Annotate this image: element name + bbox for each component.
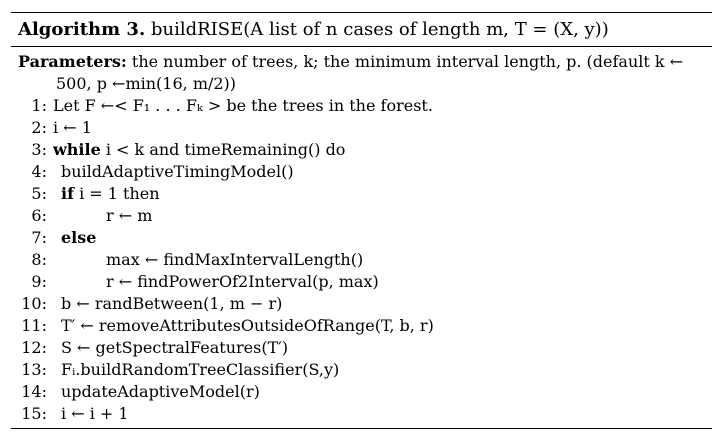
step-number: 3:	[31, 140, 47, 159]
algorithm-step-14: 14: updateAdaptiveModel(r)	[11, 381, 712, 403]
algorithm-step-13: 13: Fᵢ.buildRandomTreeClassifier(S,y)	[11, 359, 712, 381]
step-number: 2:	[31, 118, 47, 137]
step-content: while i < k and timeRemaining() do	[53, 139, 345, 161]
algorithm-caption: Algorithm 3. buildRISE(A list of n cases…	[11, 13, 712, 46]
algorithm-step-6: 6: r ← m	[11, 205, 712, 227]
step-text: Let F ←< F₁ . . . Fₖ > be the trees in t…	[53, 96, 433, 115]
step-number: 5:	[31, 184, 47, 203]
step-text: buildAdaptiveTimingModel()	[61, 162, 294, 181]
keyword-while: while	[53, 140, 101, 159]
top-rule	[11, 12, 712, 13]
parameters-line-2: 500, p ←min(16, m/2))	[56, 74, 237, 93]
keyword-else: else	[61, 228, 97, 247]
step-text: b ← randBetween(1, m − r)	[61, 294, 283, 313]
caption-rule	[11, 46, 712, 47]
algorithm-step-15: 15: i ← i + 1	[11, 403, 712, 425]
step-text: Fᵢ.buildRandomTreeClassifier(S,y)	[61, 360, 340, 379]
step-number: 13:	[21, 360, 47, 379]
algorithm-step-1: 1: Let F ←< F₁ . . . Fₖ > be the trees i…	[11, 95, 712, 117]
algorithm-step-11: 11: T′ ← removeAttributesOutsideOfRange(…	[11, 315, 712, 337]
parameters-label: Parameters:	[18, 52, 127, 71]
step-content: if i = 1 then	[61, 183, 160, 205]
algorithm-body: Parameters: the number of trees, k; the …	[11, 47, 712, 428]
parameters-line-1: Parameters: the number of trees, k; the …	[18, 51, 704, 73]
parameters-text-1: the number of trees, k; the minimum inte…	[131, 52, 684, 71]
step-number: 1:	[31, 96, 47, 115]
step-text: i < k and timeRemaining() do	[105, 140, 346, 159]
algorithm-signature: buildRISE(A list of n cases of length m,…	[150, 19, 609, 40]
step-number: 14:	[21, 382, 47, 401]
step-text: updateAdaptiveModel(r)	[61, 382, 260, 401]
step-text: T′ ← removeAttributesOutsideOfRange(T, b…	[61, 316, 434, 335]
parameters-block: Parameters: the number of trees, k; the …	[11, 51, 712, 95]
algorithm-step-12: 12: S ← getSpectralFeatures(T′)	[11, 337, 712, 359]
step-number: 7:	[31, 228, 47, 247]
algorithm-step-3: 3: while i < k and timeRemaining() do	[11, 139, 712, 161]
algorithm-step-7: 7: else	[11, 227, 712, 249]
algorithm-step-9: 9: r ← findPowerOf2Interval(p, max)	[11, 271, 712, 293]
step-number: 10:	[21, 294, 47, 313]
step-text: max ← findMaxIntervalLength()	[106, 250, 364, 269]
algorithm-step-8: 8: max ← findMaxIntervalLength()	[11, 249, 712, 271]
algorithm-step-4: 4: buildAdaptiveTimingModel()	[11, 161, 712, 183]
step-number: 6:	[31, 206, 47, 225]
algorithm-label: Algorithm 3.	[18, 19, 146, 40]
step-text: i = 1 then	[79, 184, 160, 203]
algorithm-step-10: 10: b ← randBetween(1, m − r)	[11, 293, 712, 315]
step-number: 9:	[31, 272, 47, 291]
algorithm-box: Algorithm 3. buildRISE(A list of n cases…	[11, 12, 712, 429]
step-text: r ← findPowerOf2Interval(p, max)	[106, 272, 379, 291]
step-text: i ← 1	[53, 118, 92, 137]
step-text: r ← m	[106, 206, 153, 225]
step-number: 11:	[21, 316, 47, 335]
algorithm-step-2: 2: i ← 1	[11, 117, 712, 139]
bottom-rule	[11, 428, 712, 429]
step-number: 8:	[31, 250, 47, 269]
algorithm-step-5: 5: if i = 1 then	[11, 183, 712, 205]
step-number: 4:	[31, 162, 47, 181]
step-number: 15:	[21, 404, 47, 423]
step-text: i ← i + 1	[61, 404, 129, 423]
keyword-if: if	[61, 184, 74, 203]
step-number: 12:	[21, 338, 47, 357]
step-text: S ← getSpectralFeatures(T′)	[61, 338, 289, 357]
